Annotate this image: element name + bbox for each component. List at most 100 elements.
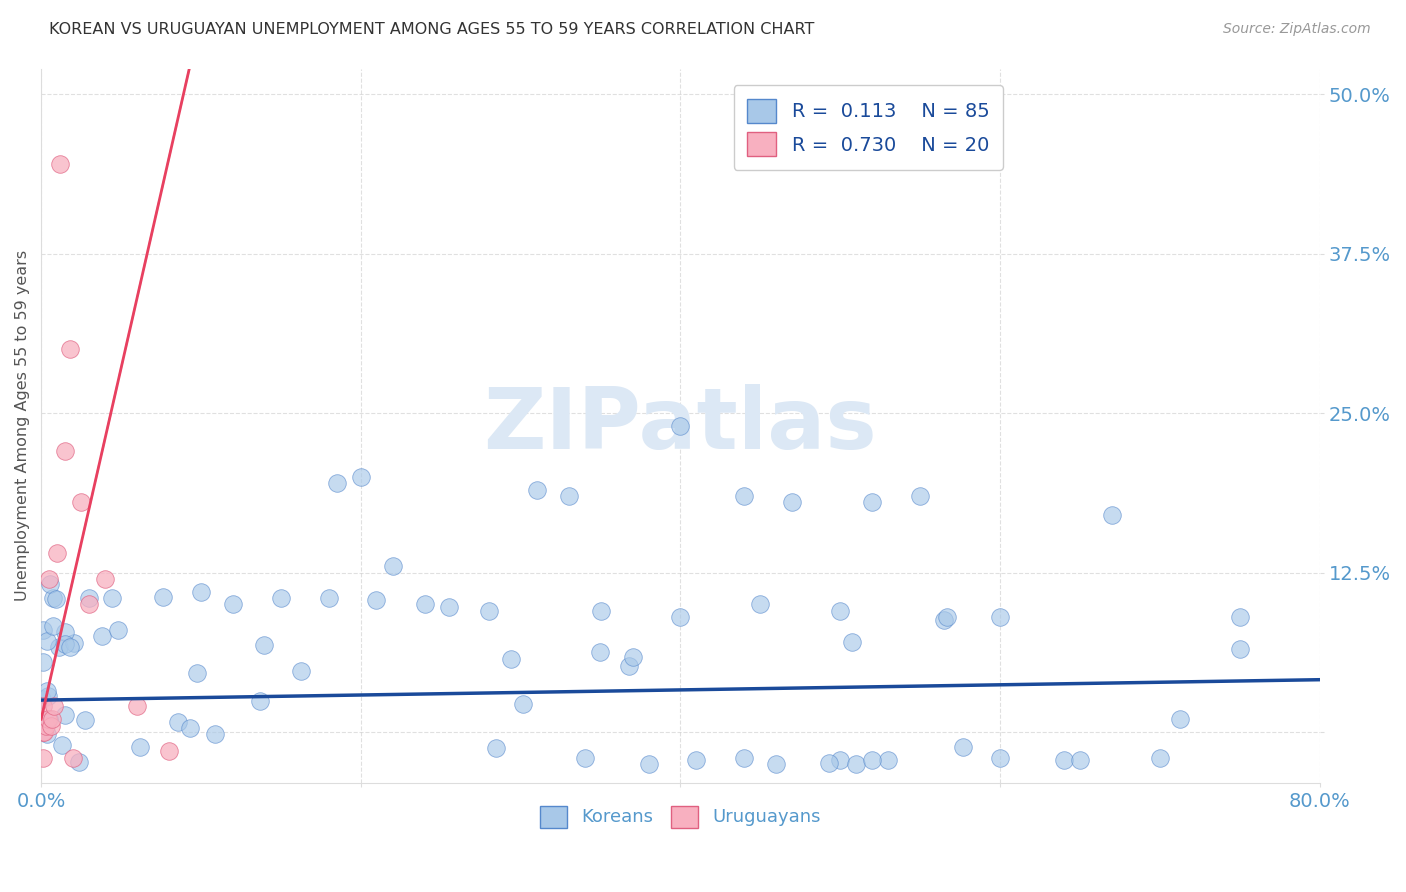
Koreans [190, 584, 212, 599]
Koreans [841, 635, 863, 649]
Koreans [685, 753, 707, 767]
Koreans [252, 638, 274, 652]
Koreans [413, 598, 436, 612]
Koreans [107, 624, 129, 638]
Uruguayans [31, 725, 53, 739]
Uruguayans [77, 598, 100, 612]
Koreans [860, 753, 883, 767]
Koreans [526, 483, 548, 497]
Koreans [318, 591, 340, 605]
Koreans [910, 489, 932, 503]
Koreans [32, 623, 55, 637]
Koreans [270, 591, 292, 605]
Koreans [932, 613, 955, 627]
Koreans [249, 694, 271, 708]
Koreans [77, 591, 100, 605]
Koreans [129, 739, 152, 754]
Koreans [589, 645, 612, 659]
Uruguayans [49, 157, 72, 171]
Koreans [37, 727, 59, 741]
Koreans [67, 755, 90, 769]
Koreans [669, 610, 692, 624]
Koreans [512, 697, 534, 711]
Koreans [589, 604, 612, 618]
Uruguayans [70, 495, 93, 509]
Koreans [499, 652, 522, 666]
Uruguayans [59, 343, 82, 357]
Text: Source: ZipAtlas.com: Source: ZipAtlas.com [1223, 22, 1371, 37]
Koreans [75, 713, 97, 727]
Koreans [1101, 508, 1123, 522]
Koreans [617, 659, 640, 673]
Koreans [101, 591, 124, 605]
Text: ZIPatlas: ZIPatlas [484, 384, 877, 467]
Legend: Koreans, Uruguayans: Koreans, Uruguayans [533, 798, 828, 835]
Koreans [988, 610, 1011, 624]
Koreans [669, 418, 692, 433]
Koreans [53, 637, 76, 651]
Koreans [31, 692, 53, 706]
Koreans [1229, 642, 1251, 657]
Uruguayans [41, 712, 63, 726]
Koreans [830, 604, 852, 618]
Koreans [167, 715, 190, 730]
Koreans [350, 470, 373, 484]
Koreans [818, 756, 841, 770]
Koreans [152, 591, 174, 605]
Y-axis label: Unemployment Among Ages 55 to 59 years: Unemployment Among Ages 55 to 59 years [15, 251, 30, 601]
Koreans [574, 750, 596, 764]
Koreans [53, 625, 76, 640]
Koreans [179, 721, 201, 735]
Koreans [877, 753, 900, 767]
Koreans [485, 741, 508, 756]
Koreans [860, 495, 883, 509]
Koreans [733, 489, 755, 503]
Koreans [637, 756, 659, 771]
Koreans [364, 592, 387, 607]
Koreans [90, 629, 112, 643]
Uruguayans [31, 750, 53, 764]
Koreans [733, 750, 755, 764]
Koreans [42, 591, 65, 605]
Koreans [782, 495, 804, 509]
Koreans [51, 738, 73, 752]
Koreans [988, 750, 1011, 764]
Koreans [42, 619, 65, 633]
Koreans [35, 634, 58, 648]
Koreans [749, 598, 772, 612]
Koreans [63, 636, 86, 650]
Uruguayans [31, 699, 53, 714]
Koreans [1053, 753, 1076, 767]
Koreans [557, 489, 579, 503]
Uruguayans [46, 546, 69, 560]
Uruguayans [39, 718, 62, 732]
Koreans [59, 640, 82, 654]
Koreans [45, 591, 67, 606]
Uruguayans [42, 699, 65, 714]
Text: KOREAN VS URUGUAYAN UNEMPLOYMENT AMONG AGES 55 TO 59 YEARS CORRELATION CHART: KOREAN VS URUGUAYAN UNEMPLOYMENT AMONG A… [49, 22, 814, 37]
Uruguayans [34, 725, 56, 739]
Koreans [204, 727, 226, 741]
Koreans [437, 599, 460, 614]
Koreans [478, 604, 501, 618]
Koreans [1069, 753, 1091, 767]
Uruguayans [53, 444, 76, 458]
Uruguayans [125, 699, 148, 714]
Koreans [845, 756, 868, 771]
Koreans [765, 756, 787, 771]
Koreans [48, 640, 70, 654]
Koreans [1168, 712, 1191, 726]
Koreans [37, 684, 59, 698]
Koreans [290, 664, 312, 678]
Uruguayans [62, 750, 84, 764]
Koreans [38, 577, 60, 591]
Koreans [1229, 610, 1251, 624]
Koreans [326, 476, 349, 491]
Koreans [952, 739, 974, 754]
Koreans [37, 689, 59, 703]
Koreans [53, 707, 76, 722]
Koreans [621, 650, 644, 665]
Uruguayans [37, 712, 59, 726]
Koreans [381, 559, 404, 574]
Uruguayans [94, 572, 117, 586]
